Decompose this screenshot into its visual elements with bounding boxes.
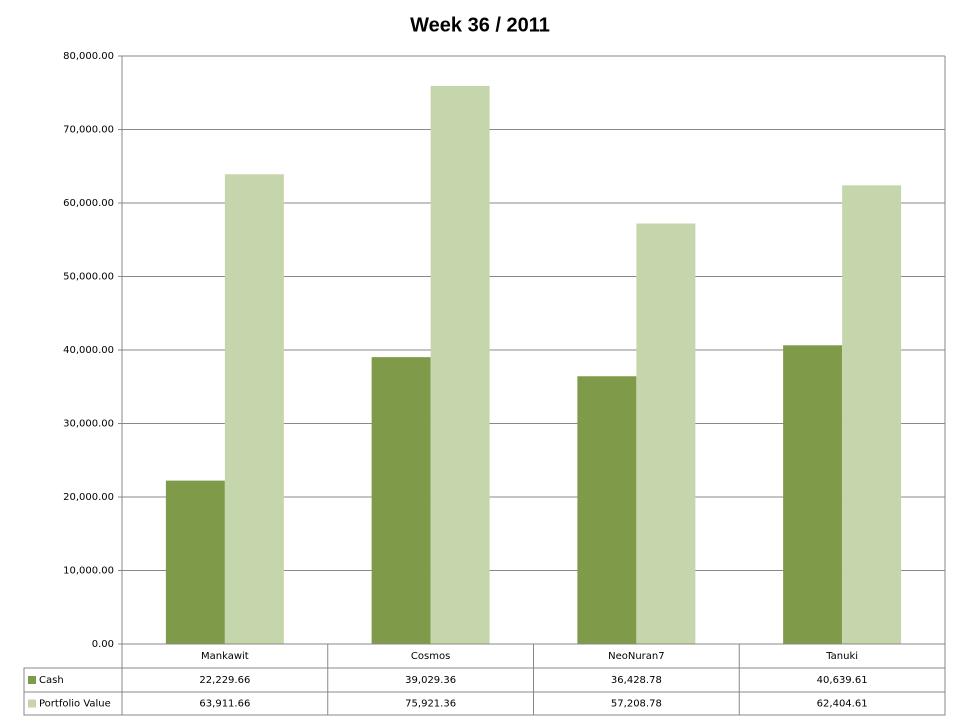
bar xyxy=(165,480,225,644)
data-label: 40,639.61 xyxy=(817,675,868,686)
y-tick-label: 50,000.00 xyxy=(63,272,114,283)
data-label: 57,208.78 xyxy=(611,699,662,710)
bar xyxy=(636,223,696,644)
chart-title: Week 36 / 2011 xyxy=(410,14,550,36)
bar xyxy=(224,174,284,644)
y-tick-label: 70,000.00 xyxy=(63,125,114,136)
y-tick-label: 0.00 xyxy=(92,639,114,650)
y-tick-label: 40,000.00 xyxy=(63,345,114,356)
data-label: 36,428.78 xyxy=(611,675,662,686)
data-label: 22,229.66 xyxy=(199,675,250,686)
data-label: 75,921.36 xyxy=(405,699,456,710)
data-label: 63,911.66 xyxy=(199,699,250,710)
bar xyxy=(430,85,490,644)
y-tick-label: 20,000.00 xyxy=(63,492,114,503)
y-tick-label: 80,000.00 xyxy=(63,51,114,62)
bar xyxy=(783,345,843,644)
data-label: 62,404.61 xyxy=(817,699,868,710)
legend-label: Portfolio Value xyxy=(39,699,111,710)
bar xyxy=(842,185,902,644)
y-tick-label: 60,000.00 xyxy=(63,198,114,209)
x-tick-label: Tanuki xyxy=(825,651,858,662)
legend-label: Cash xyxy=(39,675,64,686)
x-tick-label: Mankawit xyxy=(201,651,249,662)
bar xyxy=(577,376,637,644)
bar xyxy=(371,357,431,644)
y-tick-label: 30,000.00 xyxy=(63,419,114,430)
legend-swatch xyxy=(28,699,36,708)
x-tick-label: NeoNuran7 xyxy=(608,651,665,662)
legend-swatch xyxy=(28,676,36,684)
x-tick-label: Cosmos xyxy=(411,651,450,662)
data-label: 39,029.36 xyxy=(405,675,456,686)
y-tick-label: 10,000.00 xyxy=(63,566,114,577)
